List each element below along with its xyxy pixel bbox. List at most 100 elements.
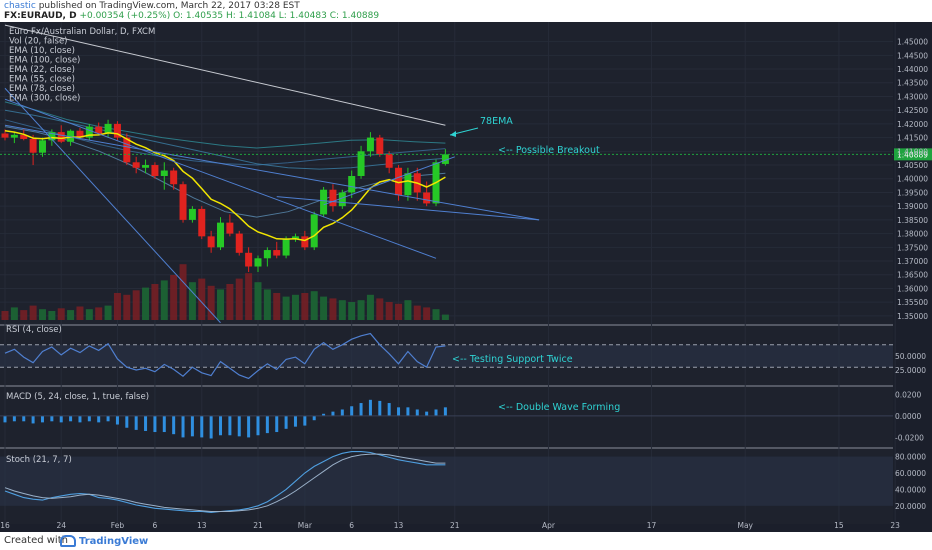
candle-body <box>376 137 384 155</box>
candle-body <box>151 165 159 176</box>
volume-bar <box>76 306 84 320</box>
volume-bar <box>329 298 337 320</box>
rsi-tick-label: 25.0000 <box>895 366 926 375</box>
macd-bar <box>106 415 110 422</box>
legend-entry: EMA (300, close) <box>9 94 80 104</box>
macd-bar <box>434 409 438 416</box>
volume-bar <box>57 308 65 320</box>
author-link[interactable]: chastic <box>4 1 36 11</box>
macd-bar <box>59 415 63 423</box>
candle-body <box>142 165 150 168</box>
volume-bar <box>226 284 234 320</box>
macd-bar <box>340 409 344 416</box>
macd-bar <box>256 415 260 436</box>
volume-bar <box>207 285 215 320</box>
price-tick-label: 1.44000 <box>897 65 928 74</box>
volume-bar <box>170 275 178 320</box>
current-price-label: 1.40889 <box>897 150 928 159</box>
macd-bar <box>97 415 101 423</box>
macd-bar <box>387 403 391 416</box>
candle-body <box>404 173 412 196</box>
macd-bar <box>312 415 316 421</box>
macd-bar <box>415 409 419 416</box>
volume-bar <box>1 311 9 320</box>
time-tick-label: 13 <box>197 521 207 530</box>
price-tick-label: 1.39000 <box>897 202 928 211</box>
candle-body <box>282 239 290 256</box>
tradingview-logo[interactable]: TradingView <box>60 535 148 547</box>
volume-bar <box>432 309 440 320</box>
volume-bar <box>95 307 103 320</box>
candle-body <box>273 250 281 256</box>
ema78-annotation: 78EMA <box>480 116 513 127</box>
price-tick-label: 1.38000 <box>897 230 928 239</box>
legend-entry: EMA (78, close) <box>9 84 75 94</box>
macd-bar <box>40 415 44 423</box>
macd-bar <box>368 399 372 416</box>
candle-body <box>170 170 178 185</box>
candle-body <box>113 123 121 138</box>
candle-body <box>366 137 374 152</box>
time-tick-label: Feb <box>111 521 125 530</box>
macd-bar <box>406 407 410 416</box>
price-tick-label: 1.40000 <box>897 175 928 184</box>
candle-body <box>301 236 309 248</box>
ohlc-values: O: 1.40535 H: 1.41084 L: 1.40483 C: 1.40… <box>173 11 380 21</box>
ohlc-line: FX:EURAUD, D +0.00354 (+0.25%) O: 1.4053… <box>4 11 379 21</box>
candle-body <box>48 132 56 141</box>
candle-body <box>188 208 196 220</box>
macd-bar <box>284 415 288 429</box>
candle-body <box>1 133 9 138</box>
volume-bar <box>395 303 403 320</box>
macd-tick-label: -0.0200 <box>895 433 924 442</box>
macd-bar <box>397 407 401 416</box>
volume-bar <box>198 278 206 320</box>
volume-bar <box>254 282 262 320</box>
candle-body <box>217 222 225 248</box>
legend-entry: EMA (22, close) <box>9 65 75 75</box>
volume-bar <box>413 305 421 320</box>
macd-bar <box>331 411 335 416</box>
volume-bar <box>348 302 356 320</box>
macd-bar <box>303 415 307 426</box>
macd-bar <box>181 415 185 438</box>
volume-bar <box>104 305 112 320</box>
macd-bar <box>322 413 326 416</box>
candle-body <box>57 132 65 142</box>
chart-canvas[interactable]: 1.40889 1.45000 1.44500 1.44000 1.43500 1.430… <box>0 22 932 532</box>
price-tick-label: 1.37000 <box>897 257 928 266</box>
macd-bar <box>31 415 35 424</box>
stoch-tick-label: 20.0000 <box>895 502 926 511</box>
created-with-text: Created with <box>4 535 68 546</box>
macd-bar <box>219 415 223 436</box>
legend-entry: EMA (55, close) <box>9 75 75 85</box>
price-tick-label: 1.35500 <box>897 298 928 307</box>
trendline <box>276 196 540 221</box>
trendline <box>4 24 446 126</box>
macd-bar <box>172 415 176 435</box>
time-tick-label: 21 <box>253 521 263 530</box>
macd-bar <box>3 415 7 423</box>
time-tick-label: 17 <box>647 521 657 530</box>
time-tick-label: 6 <box>153 521 158 530</box>
legend-entry: EMA (100, close) <box>9 56 80 66</box>
macd-bar <box>153 415 157 433</box>
macd-label: MACD (5, 24, close, 1, true, false) <box>6 392 149 402</box>
macd-bar <box>228 415 232 436</box>
macd-bar <box>200 415 204 438</box>
stoch-band <box>0 456 893 506</box>
volume-bar <box>179 264 187 320</box>
macd-bar <box>144 415 148 431</box>
volume-bar <box>142 287 150 320</box>
price-tick-label: 1.37500 <box>897 243 928 252</box>
macd-bar <box>425 411 429 416</box>
volume-bar <box>320 296 328 320</box>
macd-bar <box>50 415 54 422</box>
volume-bar <box>85 309 93 320</box>
current-price-marker <box>894 148 932 161</box>
time-tick-label: Apr <box>542 521 556 530</box>
time-tick-label: 16 <box>0 521 10 530</box>
volume-bar <box>160 280 168 320</box>
volume-bar <box>132 290 140 320</box>
volume-bar <box>376 298 384 320</box>
